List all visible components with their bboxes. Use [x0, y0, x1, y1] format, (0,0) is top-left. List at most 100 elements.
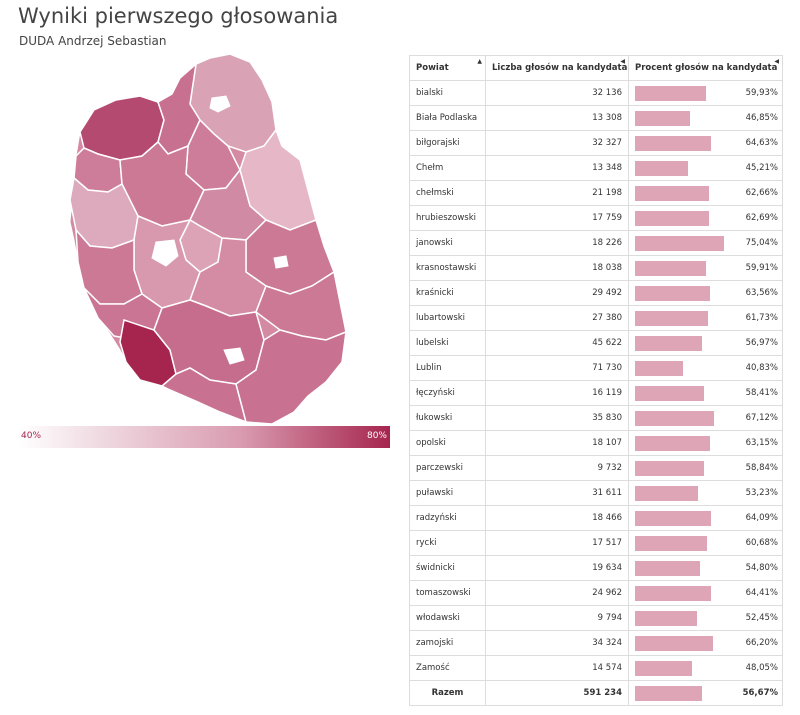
percent-bar	[635, 360, 684, 376]
vote-count: 9 732	[485, 455, 629, 481]
percent-bar	[635, 460, 705, 476]
percent-bar	[635, 485, 698, 501]
vote-count: 24 962	[485, 580, 629, 606]
percent-value: 63,15%	[745, 437, 778, 448]
powiat-name: Zamość	[409, 655, 486, 681]
vote-count: 34 324	[485, 630, 629, 656]
table-row: Chełm 13 348 45,21%	[409, 155, 783, 181]
column-header-percent[interactable]: Procent głosów na kandydata ◀	[628, 55, 783, 81]
legend-max-label: 80%	[366, 431, 387, 441]
powiat-name: janowski	[409, 230, 486, 256]
choropleth-map	[69, 53, 347, 425]
percent-bar	[635, 285, 710, 301]
percent-value: 53,23%	[745, 487, 778, 498]
percent-value: 62,69%	[745, 212, 778, 223]
vote-count: 13 308	[485, 105, 629, 131]
table-row: łukowski 35 830 67,12%	[409, 405, 783, 431]
percent-value: 46,85%	[745, 112, 778, 123]
percent-value: 64,41%	[745, 587, 778, 598]
table-row: biłgorajski 32 327 64,63%	[409, 130, 783, 156]
table-row: chełmski 21 198 62,66%	[409, 180, 783, 206]
percent-bar	[635, 660, 692, 676]
powiat-name: parczewski	[409, 455, 486, 481]
vote-count: 45 622	[485, 330, 629, 356]
percent-value: 64,63%	[745, 137, 778, 148]
vote-count: 14 574	[485, 655, 629, 681]
percent-bar	[635, 310, 708, 326]
percent-value: 60,68%	[745, 537, 778, 548]
percent-cell: 45,21%	[628, 155, 783, 181]
percent-cell: 62,69%	[628, 205, 783, 231]
vote-count: 9 794	[485, 605, 629, 631]
table-row: parczewski 9 732 58,84%	[409, 455, 783, 481]
table-row: włodawski 9 794 52,45%	[409, 605, 783, 631]
percent-cell: 56,97%	[628, 330, 783, 356]
percent-value: 54,80%	[745, 562, 778, 573]
district-biala-podlaska[interactable]	[209, 95, 231, 113]
percent-cell: 66,20%	[628, 630, 783, 656]
powiat-name: bialski	[409, 80, 486, 106]
vote-count: 13 348	[485, 155, 629, 181]
percent-cell: 46,85%	[628, 105, 783, 131]
percent-cell: 64,09%	[628, 505, 783, 531]
powiat-name: łęczyński	[409, 380, 486, 406]
powiat-name: lubelski	[409, 330, 486, 356]
percent-value: 62,66%	[745, 187, 778, 198]
district-chelm[interactable]	[273, 255, 289, 269]
table-row: tomaszowski 24 962 64,41%	[409, 580, 783, 606]
powiat-name: włodawski	[409, 605, 486, 631]
percent-value: 67,12%	[745, 412, 778, 423]
table-row: kraśnicki 29 492 63,56%	[409, 280, 783, 306]
table-row: janowski 18 226 75,04%	[409, 230, 783, 256]
percent-value: 59,93%	[745, 87, 778, 98]
percent-value: 63,56%	[745, 287, 778, 298]
powiat-name: Chełm	[409, 155, 486, 181]
column-header-votes[interactable]: Liczba głosów na kandydata ◀	[485, 55, 629, 81]
percent-value: 45,21%	[745, 162, 778, 173]
percent-cell: 52,45%	[628, 605, 783, 631]
powiat-name: Biała Podlaska	[409, 105, 486, 131]
percent-cell: 64,41%	[628, 580, 783, 606]
table-row: lubelski 45 622 56,97%	[409, 330, 783, 356]
percent-bar	[635, 235, 724, 251]
percent-bar	[635, 610, 697, 626]
table-row: Lublin 71 730 40,83%	[409, 355, 783, 381]
percent-cell: 67,12%	[628, 405, 783, 431]
district-zamosc[interactable]	[223, 347, 245, 365]
vote-count: 27 380	[485, 305, 629, 331]
percent-bar	[635, 535, 707, 551]
powiat-name: kraśnicki	[409, 280, 486, 306]
table-row: łęczyński 16 119 58,41%	[409, 380, 783, 406]
district-tomaszowski[interactable]	[235, 329, 347, 425]
sort-icon: ◀	[620, 58, 625, 65]
powiat-name: biłgorajski	[409, 130, 486, 156]
powiat-name: tomaszowski	[409, 580, 486, 606]
powiat-name: łukowski	[409, 405, 486, 431]
percent-bar	[635, 185, 709, 201]
powiat-name: hrubieszowski	[409, 205, 486, 231]
table-row: krasnostawski 18 038 59,91%	[409, 255, 783, 281]
table-row: hrubieszowski 17 759 62,69%	[409, 205, 783, 231]
percent-cell: 48,05%	[628, 655, 783, 681]
table-row: Zamość 14 574 48,05%	[409, 655, 783, 681]
percent-value: 52,45%	[745, 612, 778, 623]
percent-cell: 61,73%	[628, 305, 783, 331]
percent-cell: 58,84%	[628, 455, 783, 481]
percent-bar	[635, 435, 710, 451]
vote-count: 18 466	[485, 505, 629, 531]
percent-cell: 58,41%	[628, 380, 783, 406]
powiat-name: lubartowski	[409, 305, 486, 331]
column-header-powiat[interactable]: Powiat ▲	[409, 55, 486, 81]
vote-count: 21 198	[485, 180, 629, 206]
total-percent-cell: 56,67%	[628, 680, 783, 706]
vote-count: 29 492	[485, 280, 629, 306]
percent-bar	[635, 135, 712, 151]
percent-value: 75,04%	[745, 237, 778, 248]
percent-cell: 54,80%	[628, 555, 783, 581]
table-row: puławski 31 611 53,23%	[409, 480, 783, 506]
percent-bar	[635, 385, 704, 401]
percent-cell: 62,66%	[628, 180, 783, 206]
percent-bar	[635, 510, 711, 526]
district-lublin[interactable]	[151, 239, 179, 267]
vote-count: 16 119	[485, 380, 629, 406]
